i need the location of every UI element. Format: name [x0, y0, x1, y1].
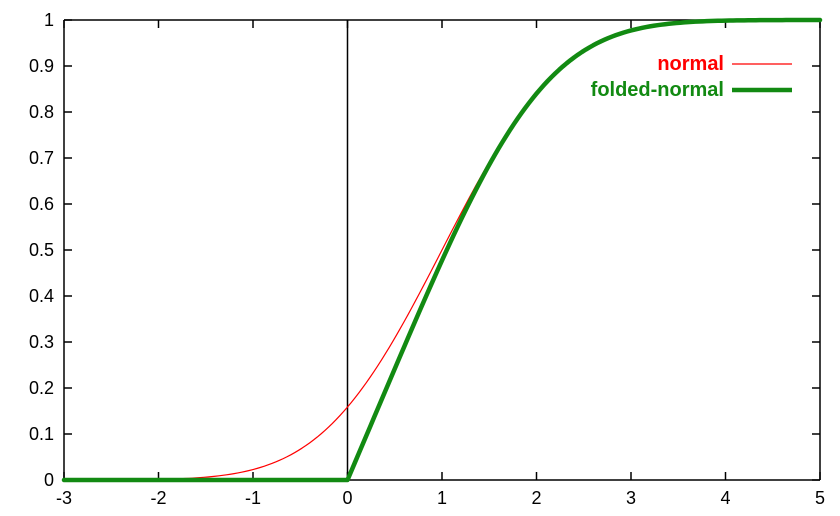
- legend-label-normal: normal: [657, 53, 724, 75]
- y-tick-label: 1: [44, 10, 54, 30]
- y-tick-label: 0.7: [29, 148, 54, 168]
- x-tick-label: 1: [437, 488, 447, 508]
- y-tick-label: 0.1: [29, 424, 54, 444]
- legend-label-folded: folded-normal: [591, 79, 724, 101]
- x-tick-label: -1: [245, 488, 261, 508]
- x-tick-label: 5: [815, 488, 825, 508]
- x-tick-label: 4: [720, 488, 730, 508]
- x-tick-label: 0: [342, 488, 352, 508]
- y-tick-label: 0.9: [29, 56, 54, 76]
- x-tick-label: 3: [626, 488, 636, 508]
- x-tick-label: -3: [56, 488, 72, 508]
- y-tick-label: 0.4: [29, 286, 54, 306]
- y-tick-label: 0.2: [29, 378, 54, 398]
- x-tick-label: 2: [531, 488, 541, 508]
- legend: normal folded-normal: [591, 53, 792, 101]
- x-tick-label: -2: [150, 488, 166, 508]
- y-tick-label: 0: [44, 470, 54, 490]
- cdf-chart: -3 -2 -1 0 1 2 3 4 5 0 0.1 0.2 0.3 0.4 0.5 0.6 0.7 0.8 0.9…: [0, 0, 840, 516]
- y-tick-label: 0.8: [29, 102, 54, 122]
- y-tick-label: 0.6: [29, 194, 54, 214]
- chart-container: -3 -2 -1 0 1 2 3 4 5 0 0.1 0.2 0.3 0.4 0.5 0.6 0.7 0.8 0.9…: [0, 0, 840, 516]
- y-tick-label: 0.5: [29, 240, 54, 260]
- y-tick-label: 0.3: [29, 332, 54, 352]
